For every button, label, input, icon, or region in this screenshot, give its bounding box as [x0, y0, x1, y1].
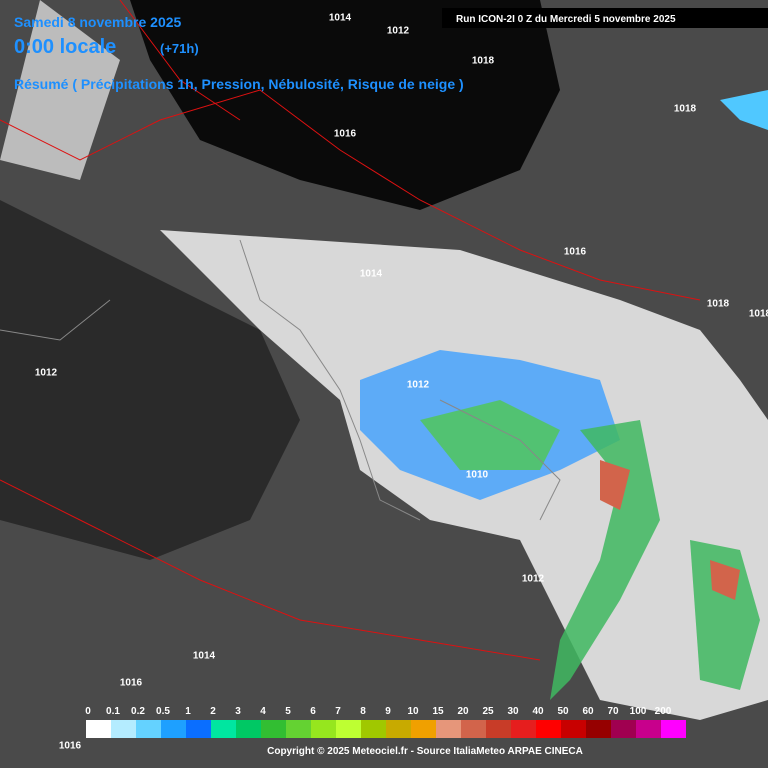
legend-swatch	[111, 720, 136, 738]
legend-label: 40	[532, 706, 544, 717]
isobar-label: 1014	[360, 269, 383, 280]
legend-swatch	[286, 720, 311, 738]
isobar-label: 1012	[407, 380, 430, 391]
isobar-label: 1010	[466, 470, 489, 481]
heavy-precip	[600, 460, 740, 600]
coastline	[0, 239, 561, 521]
legend-swatch	[436, 720, 461, 738]
legend-swatch	[211, 720, 236, 738]
legend-label: 5	[285, 706, 291, 717]
isobar-label: 1014	[193, 651, 216, 662]
legend-swatch	[386, 720, 411, 738]
legend-label: 20	[457, 706, 469, 717]
lead-time: (+71h)	[160, 41, 199, 56]
isobar-label: 1018	[472, 56, 495, 67]
precip	[720, 90, 768, 130]
legend-label: 1	[185, 706, 191, 717]
isobar-label: 1016	[334, 129, 357, 140]
isobar-label: 1016	[59, 741, 82, 752]
isobar-line	[0, 0, 701, 661]
isobar-label: 1018	[707, 299, 730, 310]
legend-swatch	[486, 720, 511, 738]
legend-label: 50	[557, 706, 569, 717]
legend-label: 9	[385, 706, 391, 717]
legend-swatch	[586, 720, 611, 738]
isobar-labels: 1014101210181016101810161014101810181012…	[35, 13, 768, 752]
legend-swatch	[136, 720, 161, 738]
legend-swatch	[336, 720, 361, 738]
legend-label: 7	[335, 706, 341, 717]
subtitle: Résumé ( Précipitations 1h, Pression, Né…	[14, 76, 464, 92]
isobar-label: 1014	[329, 13, 352, 24]
run-banner	[442, 8, 768, 28]
precip	[550, 420, 660, 700]
legend-swatch	[611, 720, 636, 738]
precip	[420, 400, 560, 470]
legend-label: 10	[407, 706, 419, 717]
legend-label: 6	[310, 706, 316, 717]
legend-label: 0.2	[131, 706, 145, 717]
legend-label: 3	[235, 706, 241, 717]
time: 0:00 locale	[14, 36, 116, 58]
isobar-label: 1012	[387, 26, 410, 37]
legend-label: 0.1	[106, 706, 120, 717]
legend-swatch	[661, 720, 686, 738]
legend-label: 0	[85, 706, 91, 717]
isobar-label: 1012	[35, 368, 58, 379]
legend-swatch	[236, 720, 261, 738]
legend: 0 0.1 0.2 0.5 1 2 3 4 5 6 7 8 9 10 15 20 25 30 40 50 60 70 100…	[85, 706, 686, 738]
legend-swatch	[161, 720, 186, 738]
legend-label: 2	[210, 706, 216, 717]
legend-label: 100	[630, 706, 647, 717]
dark-area	[0, 200, 300, 560]
legend-swatch	[311, 720, 336, 738]
isobar-label: 1018	[749, 309, 768, 320]
legend-label: 200	[655, 706, 672, 717]
precip	[690, 540, 760, 690]
copyright: Copyright © 2025 Meteociel.fr - Source I…	[267, 746, 583, 757]
legend-label: 15	[432, 706, 444, 717]
legend-swatch	[261, 720, 286, 738]
legend-label: 30	[507, 706, 519, 717]
legend-swatch	[511, 720, 536, 738]
legend-swatch	[461, 720, 486, 738]
legend-swatch	[186, 720, 211, 738]
isobar-label: 1018	[674, 104, 697, 115]
legend-label: 4	[260, 706, 266, 717]
clear-sky	[130, 0, 560, 210]
legend-label: 0.5	[156, 706, 170, 717]
date: Samedi 8 novembre 2025	[14, 14, 182, 30]
legend-label: 25	[482, 706, 494, 717]
legend-swatch	[411, 720, 436, 738]
isobar-label: 1012	[522, 574, 545, 585]
legend-swatch	[561, 720, 586, 738]
legend-swatch	[361, 720, 386, 738]
run-info: Run ICON-2I 0 Z du Mercredi 5 novembre 2…	[456, 14, 676, 25]
isobar-label: 1016	[564, 247, 587, 258]
legend-swatch	[86, 720, 111, 738]
isobar-label: 1016	[120, 678, 143, 689]
legend-label: 60	[582, 706, 594, 717]
legend-label: 8	[360, 706, 366, 717]
legend-swatch	[636, 720, 661, 738]
legend-swatch	[536, 720, 561, 738]
legend-label: 70	[607, 706, 619, 717]
